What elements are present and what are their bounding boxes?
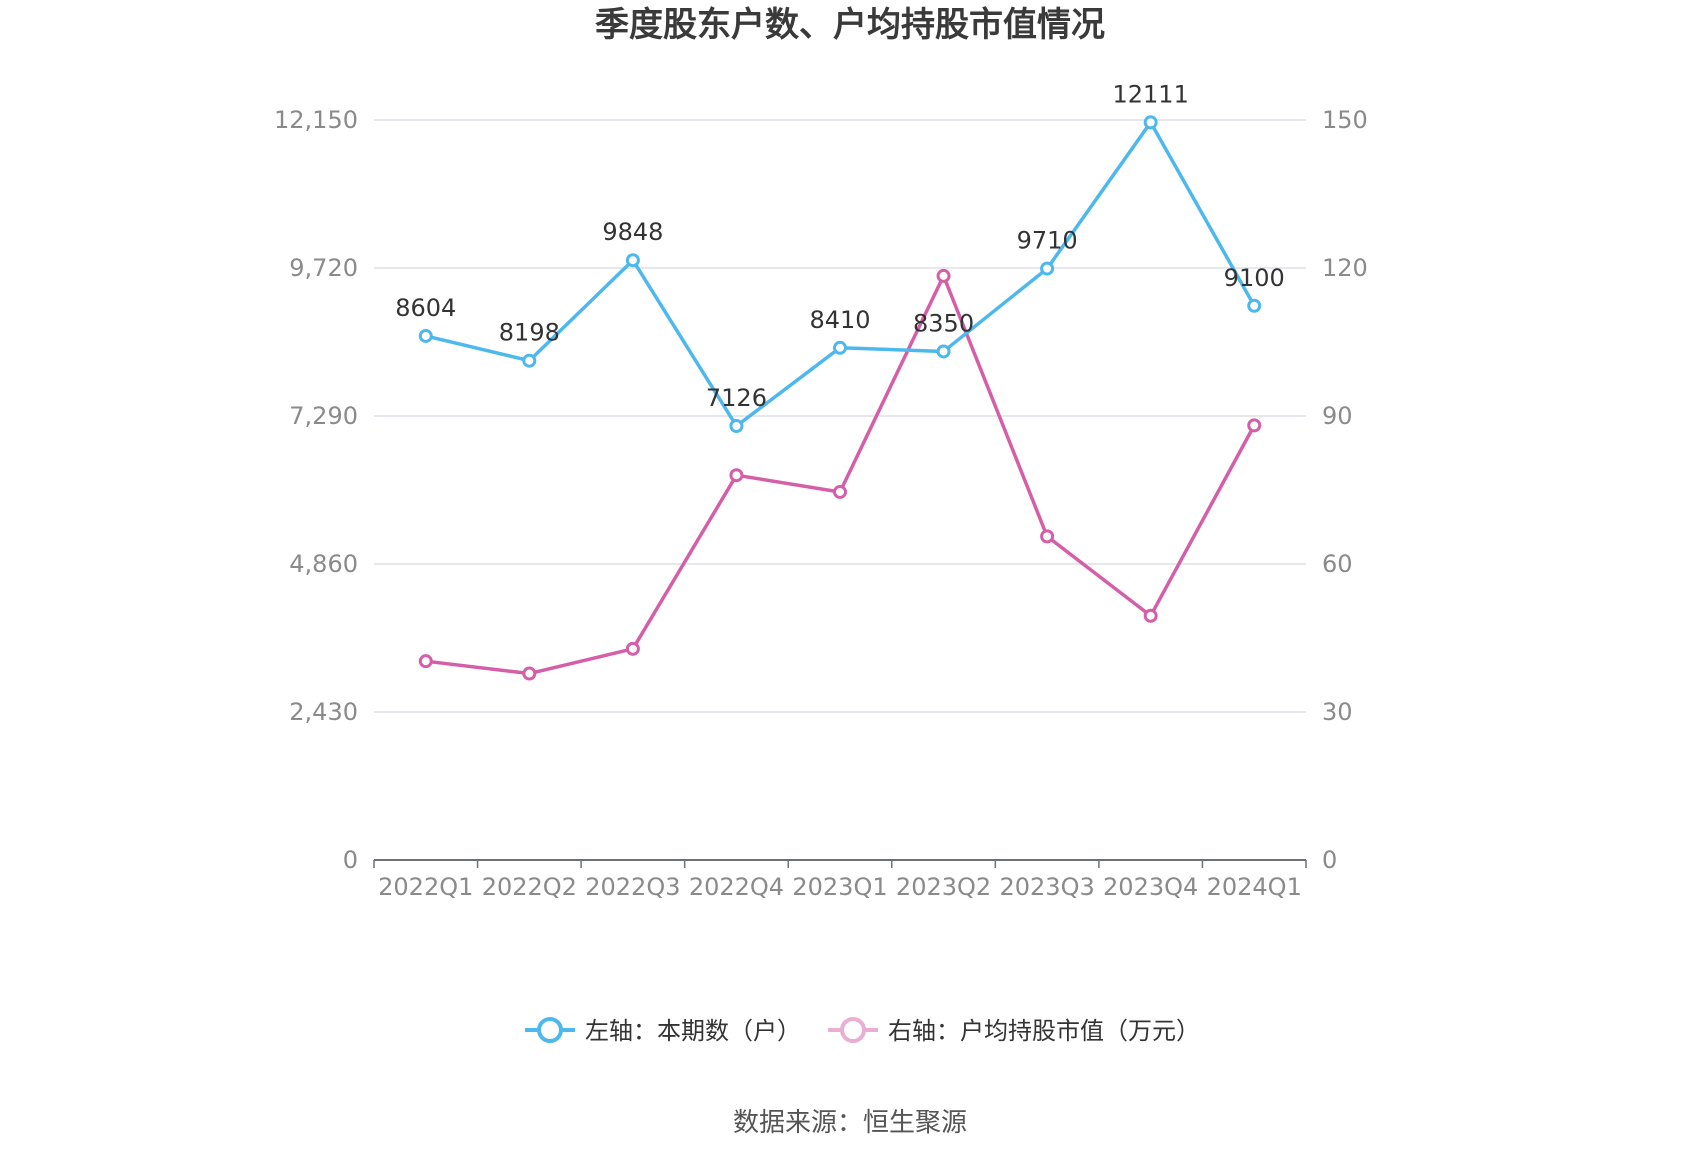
axes: 0 0 2,430 30 4,860 60 7,290 90 9,720 120 12,150 150…	[274, 106, 1368, 901]
data-label: 12111	[1112, 80, 1188, 108]
source-text: 数据来源：恒生聚源	[733, 1108, 967, 1138]
data-label: 9848	[602, 218, 663, 246]
y-left-tick-label: 4,860	[289, 550, 358, 578]
data-point	[729, 468, 744, 483]
y-right-tick-label: 30	[1322, 698, 1353, 726]
data-label: 9100	[1224, 264, 1285, 292]
legend-label: 左轴：本期数（户）	[585, 1017, 801, 1045]
chart-title: 季度股东户数、户均持股市值情况	[595, 5, 1105, 45]
data-point	[729, 418, 744, 433]
y-right-tick-label: 60	[1322, 550, 1353, 578]
y-left-tick-label: 12,150	[274, 106, 358, 134]
data-label: 9710	[1017, 227, 1078, 255]
data-point	[833, 484, 847, 499]
data-point	[1247, 418, 1262, 433]
legend[interactable]: 左轴：本期数（户） 右轴：户均持股市值（万元）	[525, 1017, 1200, 1045]
data-point	[418, 328, 433, 343]
data-point	[418, 654, 433, 669]
x-tick-label: 2022Q3	[585, 873, 680, 901]
y-left-tick-label: 7,290	[289, 402, 358, 430]
data-point	[1247, 298, 1262, 313]
y-left-tick-label: 2,430	[289, 698, 358, 726]
legend-label: 右轴：户均持股市值（万元）	[888, 1017, 1200, 1045]
data-point	[522, 353, 537, 368]
x-tick-label: 2022Q4	[689, 873, 784, 901]
x-tick-label: 2023Q2	[896, 873, 991, 901]
data-label: 8604	[395, 294, 456, 322]
x-tick-label: 2023Q4	[1103, 873, 1198, 901]
data-point	[625, 253, 640, 268]
data-point	[625, 641, 640, 656]
y-left-tick-label: 9,720	[289, 254, 358, 282]
data-point	[1143, 608, 1158, 623]
series-line-0	[425, 120, 1256, 428]
x-tick-label: 2023Q3	[999, 873, 1094, 901]
data-label: 7126	[706, 384, 767, 412]
data-point	[522, 666, 537, 681]
x-tick-label: 2023Q1	[792, 873, 887, 901]
data-point	[936, 268, 951, 283]
series-points	[418, 115, 1262, 681]
grid	[374, 119, 1306, 713]
y-right-tick-label: 120	[1322, 254, 1368, 282]
y-left-tick-label: 0	[343, 846, 358, 874]
data-point	[833, 340, 847, 355]
data-label: 8410	[809, 306, 870, 334]
data-point	[1040, 261, 1055, 276]
legend-marker-icon	[537, 1017, 563, 1043]
x-tick-label: 2022Q2	[482, 873, 577, 901]
data-point	[1143, 115, 1158, 130]
data-label: 8350	[913, 309, 974, 337]
series-lines	[425, 120, 1256, 676]
x-tick-label: 2022Q1	[378, 873, 473, 901]
data-point	[936, 344, 951, 359]
x-tick-label: 2024Q1	[1207, 873, 1302, 901]
legend-marker-icon	[840, 1017, 866, 1043]
data-label: 8198	[499, 319, 560, 347]
data-point	[1040, 529, 1055, 544]
y-right-tick-label: 0	[1322, 846, 1337, 874]
y-right-tick-label: 150	[1322, 106, 1368, 134]
y-right-tick-label: 90	[1322, 402, 1353, 430]
data-labels: 8604 8198 9848 7126 8410 8350 9710 12111 9100	[395, 80, 1285, 412]
